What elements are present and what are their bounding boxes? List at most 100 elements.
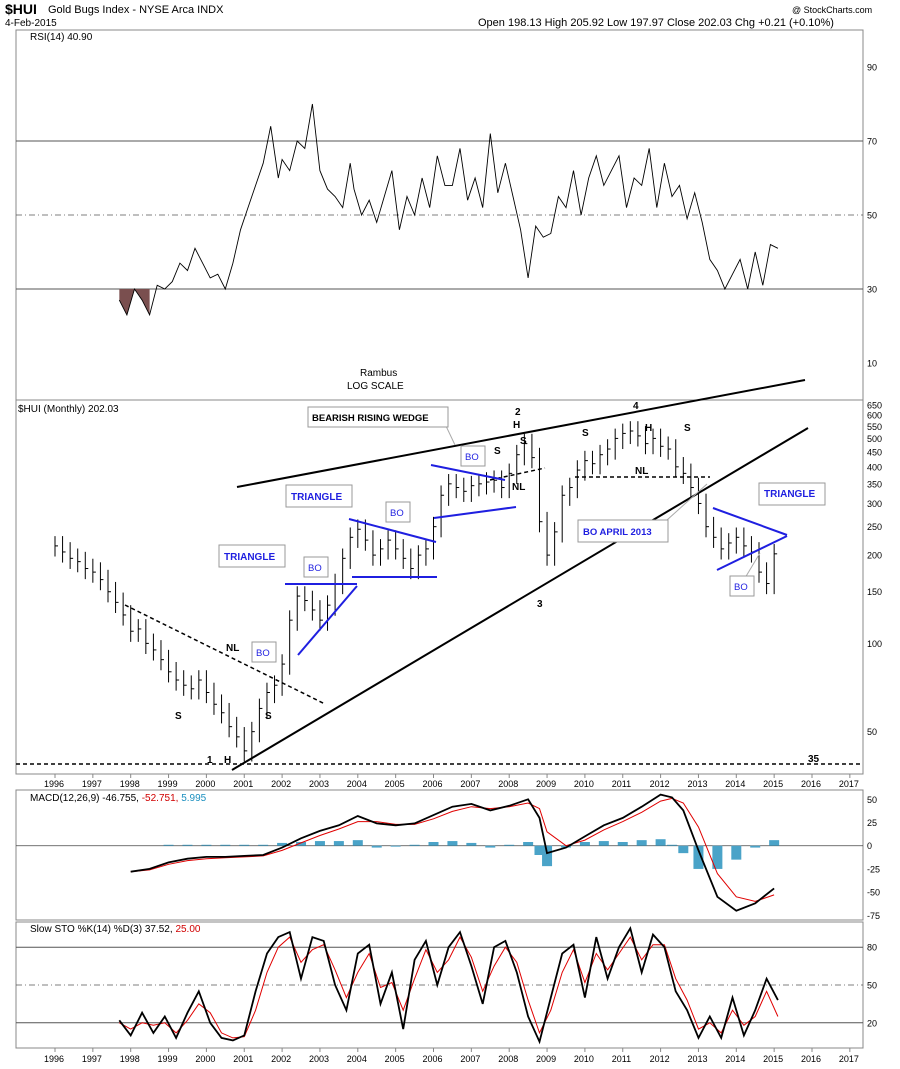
price-bar	[493, 470, 498, 493]
stochastic-x-label: 2010	[574, 1054, 594, 1064]
price-bar	[387, 530, 392, 560]
header-date: 4-Feb-2015	[5, 18, 57, 29]
h-label-1: H	[224, 755, 231, 766]
num-label-4: 4	[633, 401, 639, 412]
triangle3-callout: TRIANGLE	[758, 482, 826, 506]
macd-hist-bar	[750, 845, 761, 848]
price-bar	[644, 426, 649, 455]
num-label-35: 35	[808, 754, 820, 765]
macd-panel: MACD(12,26,9) -46.755, -52.751, 5.995 50…	[15, 789, 880, 921]
price-tick-label: 250	[867, 522, 882, 532]
price-bar	[470, 475, 475, 502]
macd-hist-bar	[731, 845, 742, 860]
macd-hist-bar	[371, 845, 382, 848]
nl-label-1: NL	[226, 643, 239, 654]
log-scale-label: LOG SCALE	[347, 381, 404, 392]
price-bar	[705, 493, 710, 538]
price-bar	[357, 519, 361, 548]
stochastic-tick-label: 20	[867, 1018, 877, 1028]
price-bar	[448, 474, 452, 506]
rsi-grid: 10 30 50 70 90	[16, 63, 877, 369]
wedge-upper-line	[236, 379, 806, 488]
price-x-label: 2008	[498, 779, 518, 789]
price-bar	[236, 716, 240, 748]
price-bar	[266, 682, 270, 720]
h-label-2: H	[513, 420, 520, 431]
bo-april-2013-callout: BO APRIL 2013	[577, 519, 669, 543]
bo-callout-3: BO	[385, 501, 411, 523]
macd-hist-bar	[314, 841, 325, 846]
price-bar	[251, 721, 255, 762]
macd-tick-label: -25	[867, 864, 880, 874]
price-x-label: 2012	[650, 779, 670, 789]
triangle2-text: TRIANGLE	[291, 492, 342, 503]
rsi-line	[118, 103, 779, 317]
price-tick-label: 100	[867, 639, 882, 649]
bo-text-5: BO	[734, 582, 748, 593]
price-bar	[660, 428, 664, 457]
num-label-2: 2	[515, 407, 521, 418]
macd-hist-bar	[678, 845, 689, 854]
price-bar	[175, 661, 180, 691]
price-bar	[69, 542, 74, 569]
s-label-4: S	[520, 436, 527, 447]
price-bar	[115, 581, 119, 613]
stochastic-x-label: 1997	[82, 1054, 102, 1064]
stochastic-x-label: 2015	[763, 1054, 783, 1064]
wedge-callout-pointer	[445, 425, 456, 446]
price-bar	[137, 619, 142, 642]
price-x-label: 2017	[839, 779, 859, 789]
price-bar	[364, 519, 369, 551]
price-bar	[637, 421, 641, 447]
stochastic-title: Slow STO %K(14) %D(3) 37.52, 25.00	[30, 924, 201, 935]
triangle3-text: TRIANGLE	[764, 489, 815, 500]
macd-hist-bar	[201, 844, 212, 846]
header-symbol[interactable]: $HUI	[5, 1, 37, 17]
price-bar	[417, 545, 422, 580]
header-ohlc: Open 198.13 High 205.92 Low 197.97 Close…	[478, 17, 834, 29]
price-x-label: 2005	[385, 779, 405, 789]
macd-hist-bar	[769, 840, 780, 846]
price-x-label: 2007	[460, 779, 480, 789]
wedge-callout: BEARISH RISING WEDGE	[307, 406, 449, 428]
price-bar	[622, 423, 626, 450]
price-bar	[77, 548, 81, 573]
stochastic-x-label: 2005	[385, 1054, 405, 1064]
price-bar	[554, 522, 558, 566]
price-x-axis: 1996 1997 1998 1999 2000 2001 2002 2003 2004 2005…	[16, 773, 863, 789]
macd-hist-bar	[636, 840, 647, 846]
price-bar	[289, 610, 293, 675]
price-bar	[92, 558, 96, 583]
bo-april-2013-text: BO APRIL 2013	[583, 527, 652, 538]
price-x-label: 1998	[120, 779, 140, 789]
price-bar	[221, 694, 225, 724]
price-bar	[395, 530, 399, 560]
price-bar	[198, 670, 202, 700]
price-tick-label: 400	[867, 462, 882, 472]
price-bar	[607, 439, 611, 466]
rambus-label: Rambus	[360, 368, 397, 379]
stochastic-x-axis: 1996 1997 1998 1999 2000 2001 2002 2003 2004 2005…	[44, 1048, 859, 1064]
s-label-5: S	[582, 428, 589, 439]
price-bar	[508, 463, 513, 499]
bo-callout-2: BO	[303, 556, 329, 578]
macd-hist-bar	[409, 844, 420, 846]
macd-hist-bar	[296, 842, 307, 846]
rsi-tick-label: 30	[867, 285, 877, 295]
price-bar	[614, 428, 619, 460]
price-bar	[667, 436, 672, 460]
price-x-label: 2002	[271, 779, 291, 789]
bo-text-2: BO	[308, 563, 322, 574]
bo-callout-1: BO	[251, 641, 277, 663]
bo-callout-4: BO	[460, 445, 486, 467]
price-bar	[463, 477, 467, 502]
price-bar	[750, 536, 755, 563]
downtrend-dashed	[124, 604, 326, 705]
price-bar	[735, 527, 740, 554]
price-bar	[652, 428, 657, 455]
stochastic-k-line	[118, 925, 779, 1045]
price-bar	[281, 654, 286, 696]
rsi-oversold-shade	[119, 289, 150, 315]
stockcharts-logo: @ StockCharts.com	[792, 5, 872, 15]
stochastic-x-label: 2006	[423, 1054, 443, 1064]
